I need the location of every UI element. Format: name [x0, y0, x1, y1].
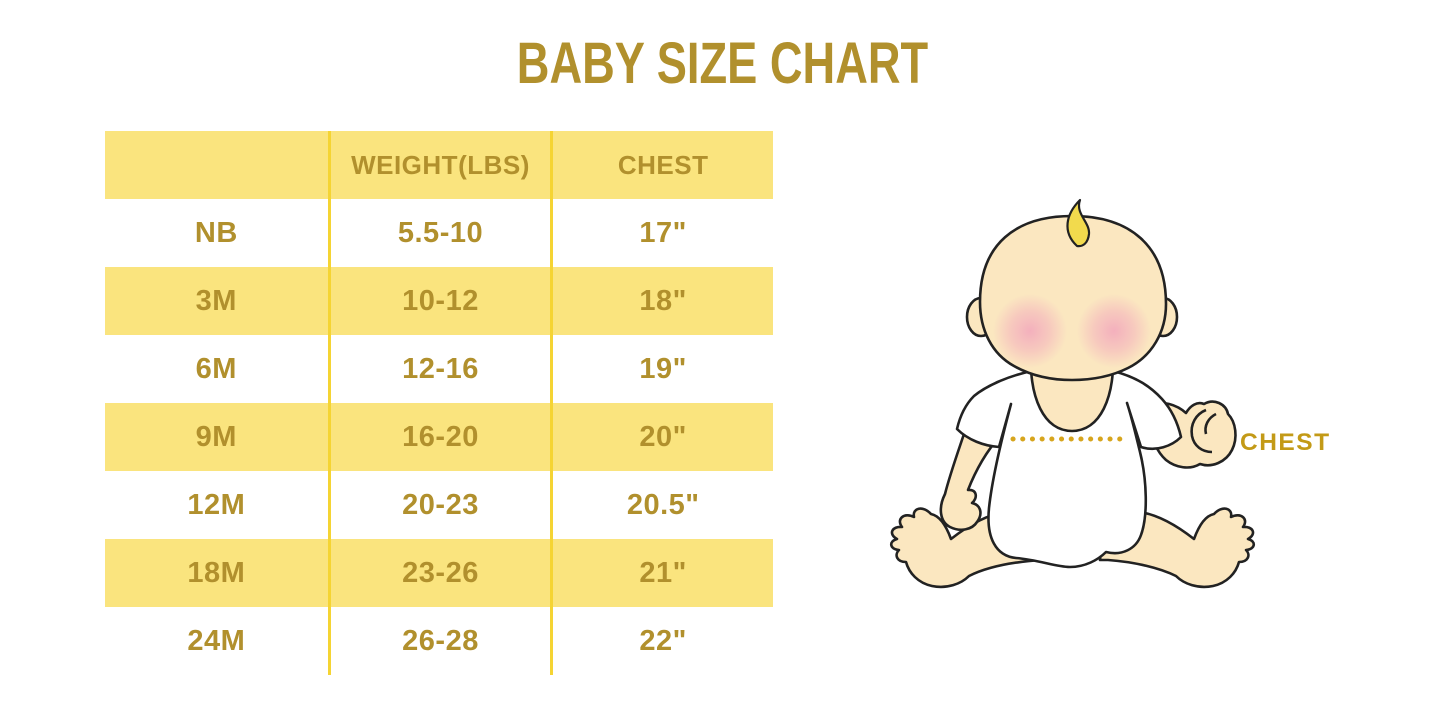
table-header-row: WEIGHT(LBS) CHEST [105, 131, 773, 199]
header-size-cell [105, 131, 328, 199]
chest-cell: 20" [550, 403, 773, 471]
baby-left-cheek [993, 294, 1067, 368]
baby-fist-thumb-line [1204, 412, 1217, 435]
weight-cell: 5.5-10 [327, 199, 551, 267]
baby-hair-curl [1066, 198, 1091, 248]
baby-right-cheek [1077, 294, 1151, 368]
chest-cell: 17" [550, 199, 773, 267]
weight-cell: 20-23 [327, 471, 551, 539]
chest-cell: 22" [550, 607, 773, 675]
header-chest-cell: CHEST [550, 131, 773, 199]
baby-left-arm [939, 426, 1002, 532]
chest-cell: 21" [550, 539, 773, 607]
table-row-3m: 3M 10-12 18" [105, 267, 773, 335]
table-row-9m: 9M 16-20 20" [105, 403, 773, 471]
table-row-24m: 24M 26-28 22" [105, 607, 773, 675]
chest-cell: 20.5" [550, 471, 773, 539]
table-row-6m: 6M 12-16 19" [105, 335, 773, 403]
baby-illustration: CHEST [889, 198, 1331, 589]
table-row-12m: 12M 20-23 20.5" [105, 471, 773, 539]
size-cell: 12M [187, 488, 246, 521]
table-row-nb: NB 5.5-10 17" [105, 199, 773, 267]
size-cell: 24M [187, 624, 246, 657]
baby-shirt [955, 369, 1183, 569]
weight-cell: 10-12 [327, 267, 551, 335]
weight-cell: 16-20 [327, 403, 551, 471]
size-cell: 9M [195, 420, 237, 453]
baby-fist-finger-line [1190, 408, 1213, 454]
chest-cell: 19" [550, 335, 773, 403]
size-table: WEIGHT(LBS) CHEST NB 5.5-10 17" 3M 10-12… [105, 131, 773, 675]
weight-cell: 23-26 [327, 539, 551, 607]
size-cell: 18M [187, 556, 246, 589]
table-row-18m: 18M 23-26 21" [105, 539, 773, 607]
weight-cell: 12-16 [327, 335, 551, 403]
size-cell: NB [194, 216, 238, 249]
size-cell: 3M [195, 284, 237, 317]
chest-label: CHEST [1240, 429, 1331, 456]
header-weight-cell: WEIGHT(LBS) [327, 131, 551, 199]
size-cell: 6M [195, 352, 237, 385]
weight-cell: 26-28 [327, 607, 551, 675]
page-title: BABY SIZE CHART [516, 31, 929, 96]
chest-cell: 18" [550, 267, 773, 335]
